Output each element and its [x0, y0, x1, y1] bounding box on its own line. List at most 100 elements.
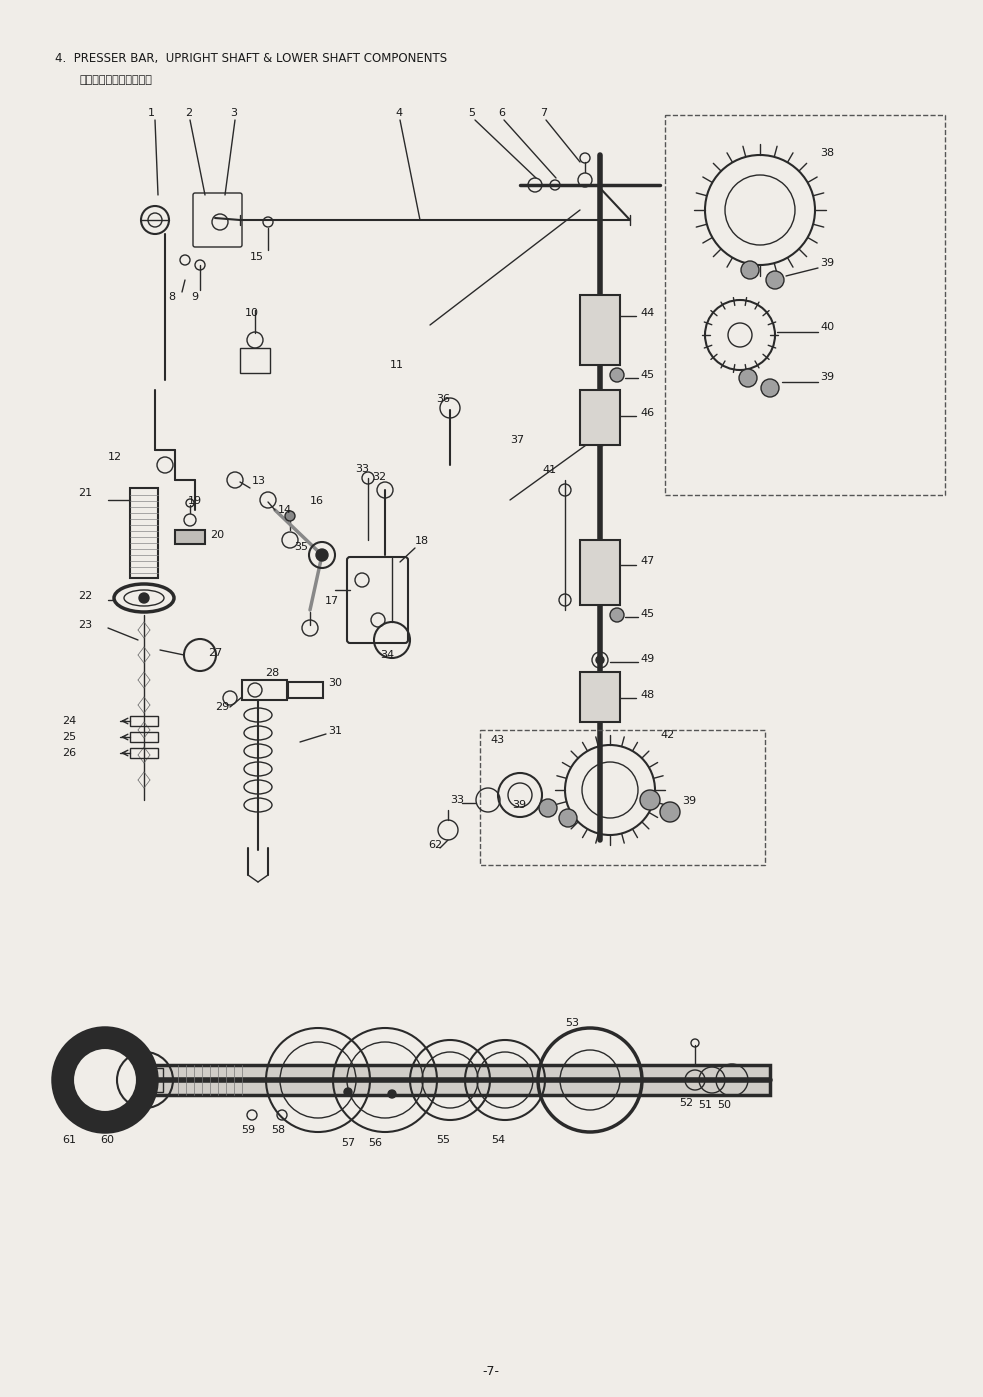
Text: 31: 31: [328, 726, 342, 736]
Text: 39: 39: [820, 372, 835, 381]
Text: -7-: -7-: [483, 1365, 499, 1377]
Circle shape: [610, 608, 624, 622]
Circle shape: [388, 1090, 396, 1098]
Text: 60: 60: [100, 1134, 114, 1146]
Circle shape: [139, 592, 149, 604]
Text: 30: 30: [328, 678, 342, 687]
Bar: [128, 1067, 163, 1092]
Circle shape: [660, 802, 680, 821]
Text: 58: 58: [271, 1125, 285, 1134]
Circle shape: [559, 809, 577, 827]
Text: 15: 15: [250, 251, 264, 263]
Text: 43: 43: [490, 735, 504, 745]
Text: 45: 45: [640, 609, 654, 619]
Text: 4: 4: [395, 108, 402, 117]
Text: 17: 17: [325, 597, 339, 606]
Circle shape: [761, 379, 779, 397]
Bar: [580, 672, 620, 722]
Text: 32: 32: [372, 472, 386, 482]
Text: 33: 33: [450, 795, 464, 805]
Text: 21: 21: [78, 488, 92, 497]
Text: 4.  PRESSER BAR,  UPRIGHT SHAFT & LOWER SHAFT COMPONENTS: 4. PRESSER BAR, UPRIGHT SHAFT & LOWER SH…: [55, 52, 447, 66]
Circle shape: [316, 549, 328, 562]
Text: 29: 29: [215, 703, 229, 712]
Text: 23: 23: [78, 620, 92, 630]
Bar: [240, 348, 270, 373]
Bar: [665, 115, 945, 495]
Text: 46: 46: [640, 408, 654, 418]
Text: 56: 56: [368, 1139, 382, 1148]
Text: 1: 1: [148, 108, 155, 117]
Text: 18: 18: [415, 536, 430, 546]
Text: 39: 39: [512, 800, 526, 810]
Text: 28: 28: [265, 668, 279, 678]
Text: 37: 37: [510, 434, 524, 446]
Text: 55: 55: [436, 1134, 450, 1146]
Text: 38: 38: [820, 148, 835, 158]
Text: 5: 5: [468, 108, 475, 117]
Text: 33: 33: [355, 464, 369, 474]
Text: 54: 54: [491, 1134, 505, 1146]
Bar: [580, 390, 620, 446]
Bar: [130, 732, 158, 742]
Bar: [580, 541, 620, 605]
Text: 35: 35: [294, 542, 308, 552]
Text: 25: 25: [62, 732, 76, 742]
Text: 6: 6: [498, 108, 505, 117]
Text: 20: 20: [210, 529, 224, 541]
Text: 3: 3: [230, 108, 237, 117]
Bar: [130, 747, 158, 759]
Text: 61: 61: [62, 1134, 76, 1146]
Text: 11: 11: [390, 360, 404, 370]
Bar: [480, 731, 765, 865]
Text: 62: 62: [428, 840, 442, 849]
Text: 53: 53: [565, 1018, 579, 1028]
Text: 59: 59: [241, 1125, 255, 1134]
Bar: [242, 680, 287, 700]
Bar: [175, 529, 205, 543]
Text: 42: 42: [660, 731, 674, 740]
Circle shape: [539, 799, 557, 817]
Text: 48: 48: [640, 690, 655, 700]
Text: 14: 14: [278, 504, 292, 515]
Text: 12: 12: [108, 453, 122, 462]
Circle shape: [285, 511, 295, 521]
Circle shape: [766, 271, 784, 289]
Text: 19: 19: [188, 496, 202, 506]
Circle shape: [344, 1088, 352, 1097]
Text: 51: 51: [698, 1099, 712, 1111]
Bar: [90, 1065, 770, 1095]
Text: 39: 39: [820, 258, 835, 268]
Bar: [288, 682, 323, 698]
Text: 50: 50: [717, 1099, 731, 1111]
Text: 9: 9: [192, 292, 199, 302]
Text: 47: 47: [640, 556, 655, 566]
Circle shape: [640, 789, 660, 810]
Bar: [130, 488, 158, 578]
Text: 34: 34: [380, 650, 394, 659]
Text: 10: 10: [245, 307, 259, 319]
Circle shape: [610, 367, 624, 381]
Circle shape: [596, 657, 604, 664]
Text: 39: 39: [682, 796, 696, 806]
Text: 49: 49: [640, 654, 655, 664]
Text: 押え棒・立軸・下軸関係: 押え棒・立軸・下軸関係: [80, 75, 153, 85]
Circle shape: [73, 1048, 137, 1112]
Text: 27: 27: [208, 648, 222, 658]
Text: 36: 36: [436, 394, 450, 404]
Text: 2: 2: [185, 108, 192, 117]
Text: 8: 8: [168, 292, 176, 302]
Text: 41: 41: [542, 465, 556, 475]
Text: 22: 22: [78, 591, 92, 601]
Circle shape: [741, 261, 759, 279]
Text: 45: 45: [640, 370, 654, 380]
Text: 40: 40: [820, 321, 835, 332]
Text: 16: 16: [310, 496, 324, 506]
Text: 13: 13: [252, 476, 266, 486]
Bar: [130, 717, 158, 726]
Text: 44: 44: [640, 307, 655, 319]
Text: 57: 57: [341, 1139, 355, 1148]
Circle shape: [53, 1028, 157, 1132]
Text: 26: 26: [62, 747, 76, 759]
Circle shape: [739, 369, 757, 387]
